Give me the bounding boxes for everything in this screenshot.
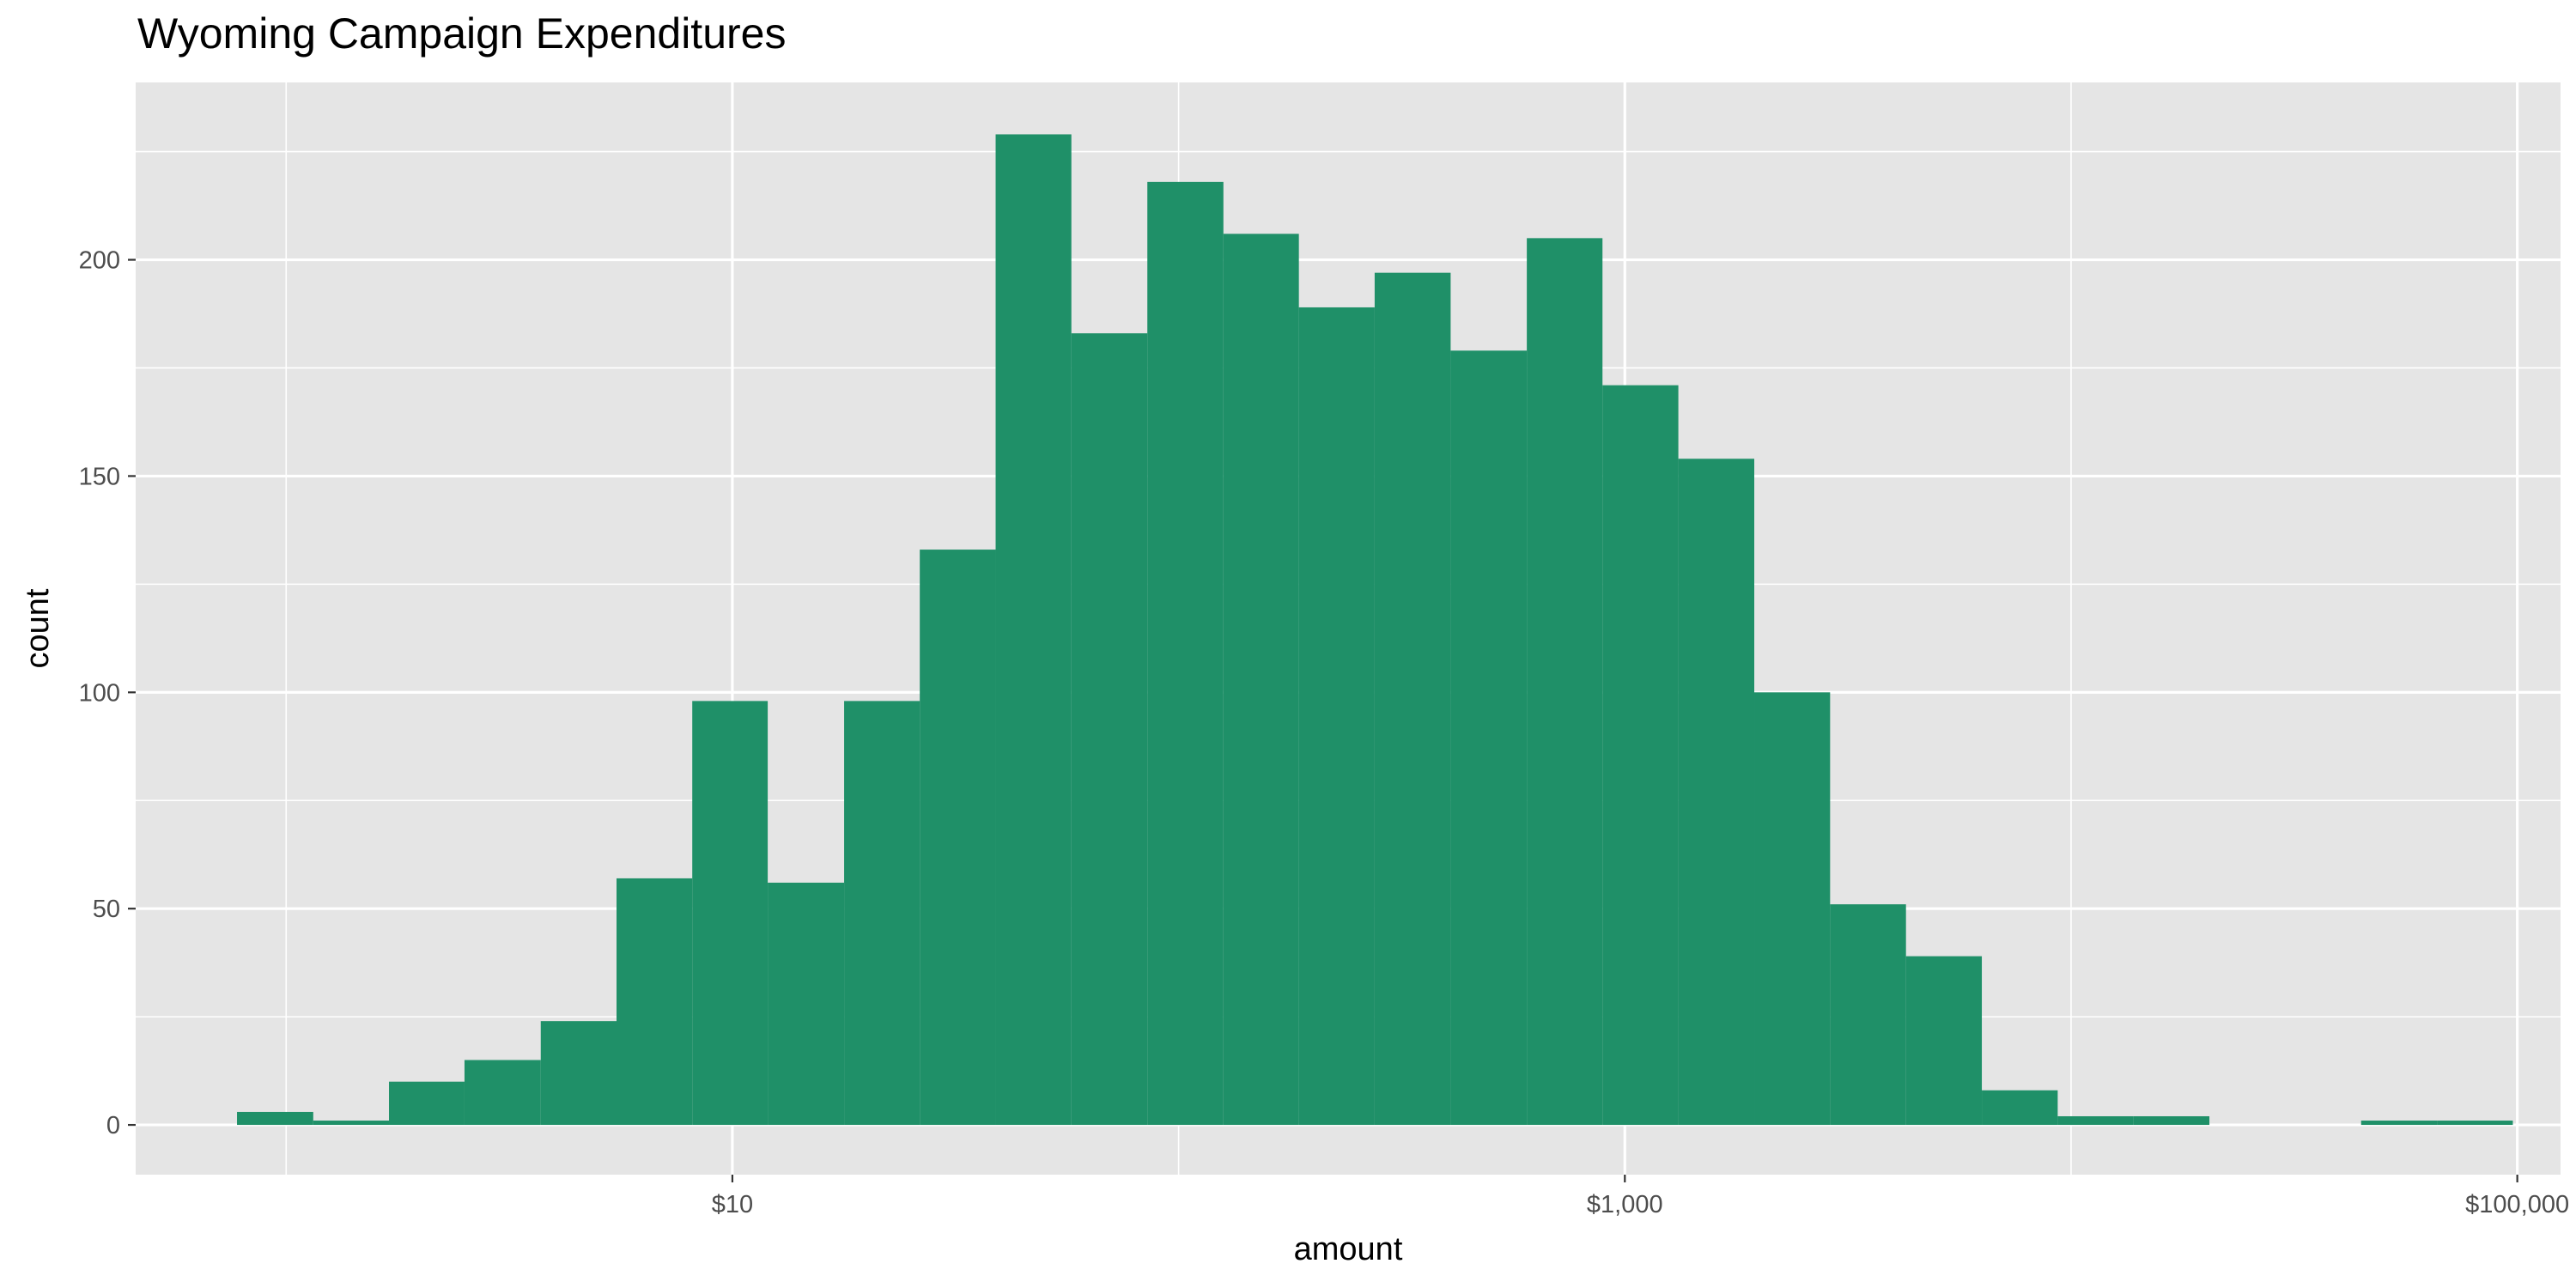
chart-title: Wyoming Campaign Expenditures [137, 9, 787, 58]
histogram-bar [844, 701, 920, 1126]
histogram-bars [237, 134, 2513, 1126]
histogram-bar [920, 550, 996, 1126]
y-axis: 0 50 100 150 200 [79, 247, 136, 1139]
histogram-bar [995, 134, 1072, 1126]
histogram-bar [1905, 956, 1983, 1126]
x-tick-label: $100,000 [2465, 1191, 2569, 1218]
histogram-bar [1374, 272, 1451, 1126]
histogram-bar [2057, 1115, 2134, 1126]
y-axis-title: count [20, 588, 56, 668]
histogram-bar [1830, 904, 1906, 1126]
histogram-bar [1527, 238, 1603, 1126]
histogram-bar [1298, 307, 1375, 1126]
x-tick-label: $1,000 [1587, 1191, 1663, 1218]
y-tick-label: 50 [93, 896, 120, 923]
x-axis-title: amount [1294, 1231, 1403, 1267]
histogram-bar [1754, 692, 1831, 1126]
histogram-bar [1450, 350, 1528, 1126]
histogram-bar [1223, 234, 1299, 1126]
y-tick-label: 150 [79, 463, 120, 490]
histogram-bar [464, 1060, 541, 1126]
histogram-bar [1678, 459, 1755, 1126]
histogram-bar [313, 1121, 390, 1126]
histogram-bar [237, 1111, 313, 1126]
histogram-bar [2133, 1115, 2210, 1126]
histogram-bar [2437, 1121, 2513, 1126]
histogram-bar [692, 701, 769, 1126]
histogram-bar [1071, 333, 1148, 1126]
y-tick-label: 100 [79, 679, 120, 707]
histogram-bar [1982, 1090, 2058, 1126]
x-tick-label: $10 [712, 1191, 753, 1218]
y-tick-label: 200 [79, 247, 120, 275]
histogram-bar [768, 882, 845, 1126]
histogram-bar [389, 1081, 465, 1126]
histogram-bar [1602, 385, 1679, 1126]
x-axis: $10 $1,000 $100,000 [712, 1175, 2569, 1218]
histogram-bar [1147, 181, 1224, 1126]
histogram-bar [540, 1021, 617, 1126]
histogram-bar [617, 878, 693, 1126]
y-tick-label: 0 [106, 1112, 120, 1139]
histogram-bar [2360, 1121, 2438, 1126]
